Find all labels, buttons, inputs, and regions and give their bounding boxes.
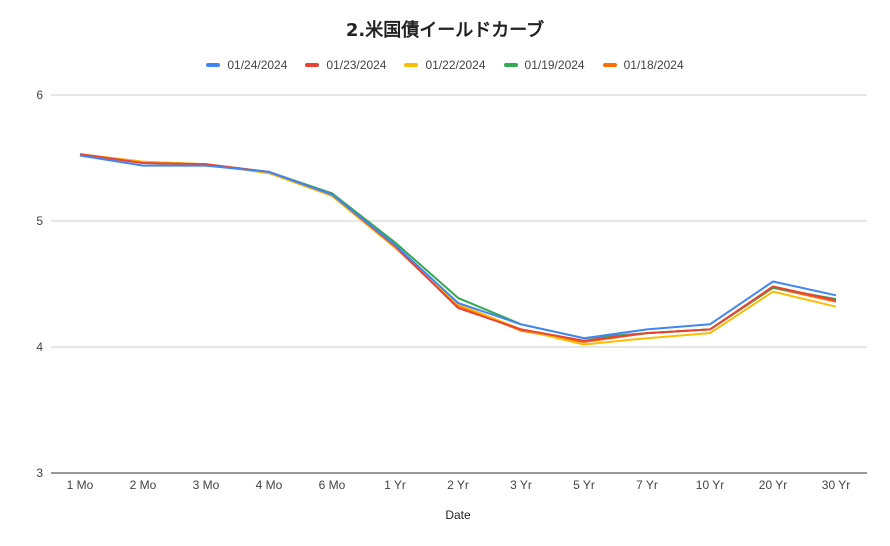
chart-title: 2.米国債イールドカーブ bbox=[345, 20, 545, 41]
series-line bbox=[79, 153, 837, 340]
x-axis-title: Date bbox=[445, 508, 471, 522]
legend-label: 01/23/2024 bbox=[326, 58, 387, 72]
x-tick-label: 2 Mo bbox=[130, 478, 157, 492]
legend-label: 01/18/2024 bbox=[623, 58, 684, 72]
x-tick-label: 2 Yr bbox=[447, 478, 469, 492]
x-tick-label: 20 Yr bbox=[759, 478, 787, 492]
legend-swatch bbox=[602, 63, 617, 67]
y-tick-label: 5 bbox=[36, 214, 43, 228]
x-tick-label: 3 Mo bbox=[193, 478, 220, 492]
legend-item: 01/22/2024 bbox=[404, 58, 486, 72]
legend-item: 01/19/2024 bbox=[503, 58, 585, 72]
x-tick-label: 3 Yr bbox=[510, 478, 532, 492]
x-tick-label: 1 Yr bbox=[384, 478, 406, 492]
legend-swatch bbox=[305, 63, 320, 67]
y-tick-label: 6 bbox=[36, 88, 43, 102]
y-tick-label: 4 bbox=[36, 340, 43, 354]
legend-swatch bbox=[404, 63, 419, 67]
series-line bbox=[79, 153, 837, 343]
y-tick-label: 3 bbox=[36, 466, 43, 480]
legend-swatch bbox=[206, 63, 221, 67]
x-tick-label: 10 Yr bbox=[696, 478, 724, 492]
x-tick-label: 6 Mo bbox=[319, 478, 346, 492]
series-line bbox=[79, 153, 837, 342]
legend: 01/24/2024 01/23/2024 01/22/2024 01/19/2024… bbox=[0, 58, 890, 72]
legend-swatch bbox=[503, 63, 518, 67]
legend-label: 01/24/2024 bbox=[227, 58, 288, 72]
x-tick-label: 5 Yr bbox=[573, 478, 595, 492]
x-tick-label: 4 Mo bbox=[256, 478, 283, 492]
legend-label: 01/19/2024 bbox=[524, 58, 585, 72]
legend-item: 01/23/2024 bbox=[305, 58, 386, 72]
x-tick-label: 30 Yr bbox=[822, 478, 850, 492]
x-tick-label: 7 Yr bbox=[636, 478, 658, 492]
legend-item: 01/24/2024 bbox=[206, 58, 287, 72]
legend-label: 01/22/2024 bbox=[425, 58, 486, 72]
series-line bbox=[79, 154, 837, 340]
x-tick-label: 1 Mo bbox=[67, 478, 94, 492]
legend-item: 01/18/2024 bbox=[602, 58, 684, 72]
